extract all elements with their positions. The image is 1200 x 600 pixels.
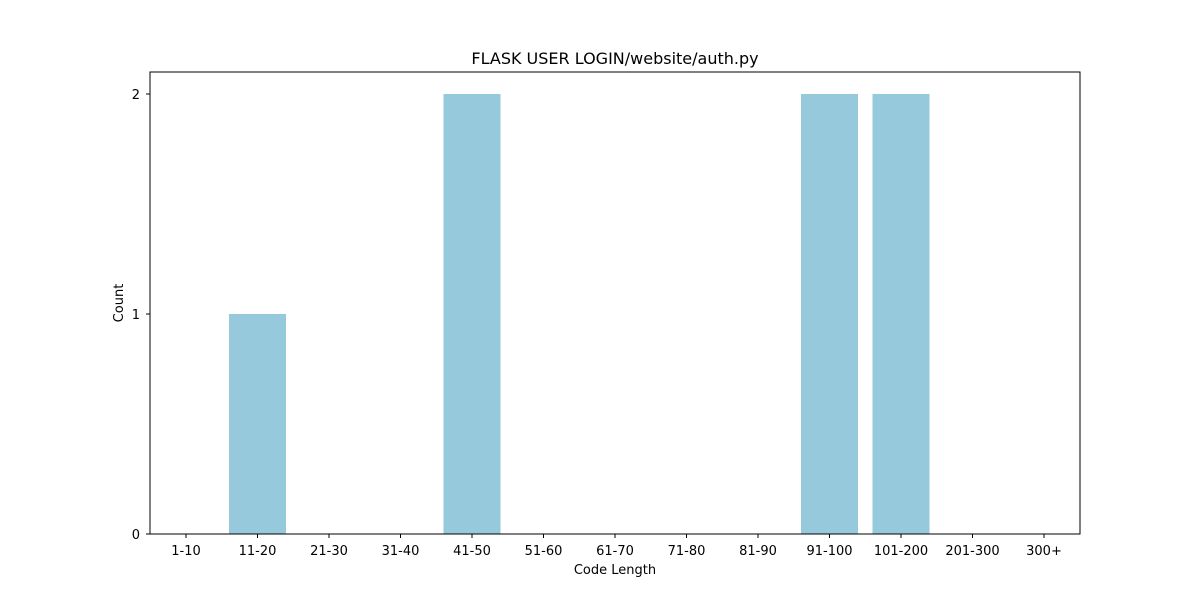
bar-101-200 — [872, 94, 930, 534]
bar-91-100 — [801, 94, 858, 534]
x-tick-label: 300+ — [1026, 544, 1062, 559]
y-tick-label: 2 — [132, 88, 140, 103]
x-tick-label: 1-10 — [171, 544, 201, 559]
x-axis: 1-10 11-20 21-30 31-40 41-50 51-60 61-70 71-80 8… — [171, 534, 1062, 559]
y-axis: 0 1 2 — [132, 88, 150, 543]
x-tick-label: 201-300 — [945, 544, 999, 559]
y-axis-label: Count — [112, 284, 127, 323]
x-tick-label: 61-70 — [596, 544, 634, 559]
y-tick-label: 1 — [132, 308, 140, 323]
x-tick-label: 101-200 — [874, 544, 928, 559]
x-tick-label: 81-90 — [739, 544, 777, 559]
x-tick-label: 91-100 — [806, 544, 852, 559]
bar-11-20 — [229, 314, 286, 534]
x-tick-label: 21-30 — [310, 544, 348, 559]
x-tick-label: 11-20 — [239, 544, 277, 559]
x-tick-label: 51-60 — [525, 544, 563, 559]
chart-title: FLASK USER LOGIN/website/auth.py — [471, 49, 758, 68]
x-tick-label: 41-50 — [453, 544, 491, 559]
bars-group — [229, 94, 930, 534]
x-axis-label: Code Length — [574, 563, 656, 578]
x-tick-label: 71-80 — [668, 544, 706, 559]
x-tick-label: 31-40 — [382, 544, 420, 559]
bar-41-50 — [443, 94, 501, 534]
y-tick-label: 0 — [132, 528, 140, 543]
